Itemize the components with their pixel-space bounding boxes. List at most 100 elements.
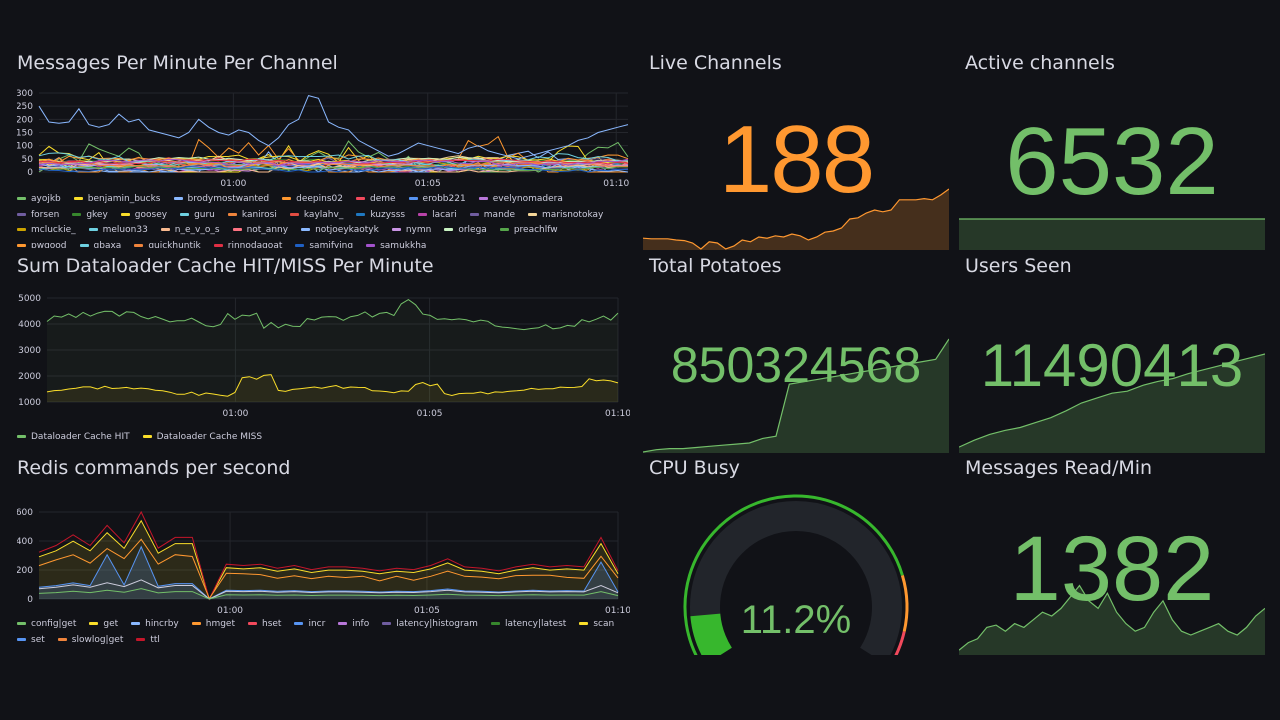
redis-chart[interactable]: 600 400 200 0 01:00 01:05 01:10 <box>17 491 630 617</box>
sparkline-area <box>959 354 1265 453</box>
legend-swatch <box>17 228 26 231</box>
panel-title[interactable]: Messages Per Minute Per Channel <box>17 52 338 74</box>
messages-chart[interactable]: 300 250 200 150 100 50 0 01:00 01:05 01:10 <box>17 86 630 190</box>
legend-item[interactable]: info <box>338 617 369 633</box>
legend-item[interactable]: kaylahv_ <box>289 208 343 224</box>
panel-title[interactable]: Total Potatoes <box>649 255 782 277</box>
legend-item[interactable]: slowlog|get <box>57 633 123 649</box>
legend-swatch <box>499 228 509 231</box>
active-channels-sparkline <box>959 218 1265 250</box>
dataloader-cache-panel[interactable]: Sum Dataloader Cache HIT/MISS Per Minute… <box>17 255 630 451</box>
messages-read-panel[interactable]: Messages Read/Min 1382 <box>959 457 1265 655</box>
panel-title[interactable]: Users Seen <box>965 255 1072 277</box>
legend-item[interactable]: nymn <box>391 223 431 239</box>
legend-item[interactable]: gkey <box>72 208 108 224</box>
legend-label: orlega <box>458 225 487 235</box>
legend-item[interactable]: deepins02 <box>282 192 343 208</box>
live-channels-panel[interactable]: Live Channels 188 <box>643 52 949 250</box>
panel-title[interactable]: Redis commands per second <box>17 457 291 479</box>
legend-item[interactable]: notjoeykaotyk <box>301 223 379 239</box>
legend-item[interactable]: evelynomadera <box>478 192 563 208</box>
legend-swatch <box>490 622 500 625</box>
legend-item[interactable]: erobb221 <box>408 192 466 208</box>
legend-label: notjoeykaotyk <box>315 225 379 235</box>
legend-item[interactable]: guru <box>180 208 215 224</box>
legend-item[interactable]: samifying <box>295 239 354 249</box>
active-channels-panel[interactable]: Active channels 6532 <box>959 52 1265 250</box>
x-tick-label: 01:00 <box>217 606 243 616</box>
legend-item[interactable]: n_e_v_o_s <box>160 223 220 239</box>
legend-item[interactable]: config|get <box>17 617 76 633</box>
redis-commands-panel[interactable]: Redis commands per second 600 400 200 0 01:0… <box>17 457 630 653</box>
legend-item[interactable]: benjamin_bucks <box>73 192 161 208</box>
legend-item[interactable]: qbaxa <box>79 239 121 248</box>
legend-item[interactable]: kanirosi <box>227 208 277 224</box>
sparkline-line <box>643 188 949 250</box>
legend-item[interactable]: incr <box>294 617 325 633</box>
legend-item[interactable]: orlega <box>444 223 487 239</box>
legend-item[interactable]: goosey <box>120 208 167 224</box>
live-channels-value: 188 <box>718 106 875 213</box>
legend-item[interactable]: set <box>17 633 45 649</box>
total-potatoes-panel[interactable]: Total Potatoes 850324568 <box>643 255 949 453</box>
legend-item[interactable]: hincrby <box>131 617 179 633</box>
legend-swatch <box>294 622 304 625</box>
messages-chart-svg: 300 250 200 150 100 50 0 01:00 01:05 01:10 <box>17 89 629 189</box>
legend-label: erobb221 <box>422 194 466 204</box>
y-tick-label: 50 <box>22 155 34 165</box>
legend-label: latency|latest <box>504 619 567 629</box>
series-line <box>38 158 629 167</box>
legend-swatch <box>469 212 479 216</box>
legend-item[interactable]: brodymostwanted <box>173 192 269 208</box>
panel-title[interactable]: Active channels <box>965 52 1115 74</box>
cache-chart[interactable]: 5000 4000 3000 2000 1000 01:00 01:05 01:10 <box>17 289 630 431</box>
legend-item[interactable]: mande <box>469 208 515 224</box>
legend-swatch <box>142 435 152 438</box>
legend-swatch <box>17 212 26 216</box>
legend-swatch <box>356 212 366 216</box>
live-channels-sparkline <box>643 188 949 250</box>
legend-item[interactable]: forsen <box>17 208 59 224</box>
legend-item[interactable]: kuzysss <box>356 208 405 224</box>
legend-item[interactable]: marisnotokay <box>528 208 603 224</box>
panel-title[interactable]: Live Channels <box>649 52 782 74</box>
panel-title[interactable]: Messages Read/Min <box>965 457 1153 479</box>
legend-item[interactable]: Dataloader Cache HIT <box>17 430 130 446</box>
legend-item[interactable]: not_anny <box>232 223 288 239</box>
users-seen-panel[interactable]: Users Seen 11490413 <box>959 255 1265 453</box>
panel-title[interactable]: CPU Busy <box>649 457 740 479</box>
legend-item[interactable]: scan <box>579 617 614 633</box>
cpu-busy-panel[interactable]: CPU Busy 11.2% <box>643 457 949 655</box>
legend-item[interactable]: lacari <box>418 208 457 224</box>
legend-item[interactable]: meluon33 <box>88 223 148 239</box>
legend-item[interactable]: latency|histogram <box>382 617 478 633</box>
legend-label: deepins02 <box>296 194 343 204</box>
scan-line <box>38 579 619 600</box>
legend-item[interactable]: ayojkb <box>17 192 61 208</box>
legend-item[interactable]: preachlfw <box>499 223 558 239</box>
legend-item[interactable]: latency|latest <box>490 617 567 633</box>
legend-item[interactable]: hmget <box>191 617 235 633</box>
messages-legend: ayojkb benjamin_bucks brodymostwanted deepi… <box>17 192 630 248</box>
legend-swatch <box>136 637 146 641</box>
legend-label: hincrby <box>145 619 179 629</box>
legend-item[interactable]: Dataloader Cache MISS <box>142 430 262 446</box>
legend-item[interactable]: pwgood <box>17 239 67 248</box>
legend-item[interactable]: quickhuntik <box>134 239 201 248</box>
messages-per-minute-panel[interactable]: Messages Per Minute Per Channel 300 250 20… <box>17 52 630 248</box>
legend-item[interactable]: ttl <box>136 633 160 649</box>
legend-item[interactable]: rinnodagoat <box>213 239 282 248</box>
legend-swatch <box>289 212 299 216</box>
sparkline-line <box>643 338 949 453</box>
legend-item[interactable]: hset <box>248 617 281 633</box>
legend-label: samifying <box>309 240 354 249</box>
panel-title[interactable]: Sum Dataloader Cache HIT/MISS Per Minute <box>17 255 434 277</box>
legend-item[interactable]: mcluckie_ <box>17 223 76 239</box>
legend-item[interactable]: deme <box>355 192 396 208</box>
legend-item[interactable]: get <box>89 617 118 633</box>
legend-label: latency|histogram <box>396 619 478 629</box>
legend-label: get <box>103 619 119 629</box>
sparkline-area <box>959 219 1265 250</box>
legend-label: preachlfw <box>513 225 558 235</box>
legend-item[interactable]: samukkha <box>366 239 426 248</box>
